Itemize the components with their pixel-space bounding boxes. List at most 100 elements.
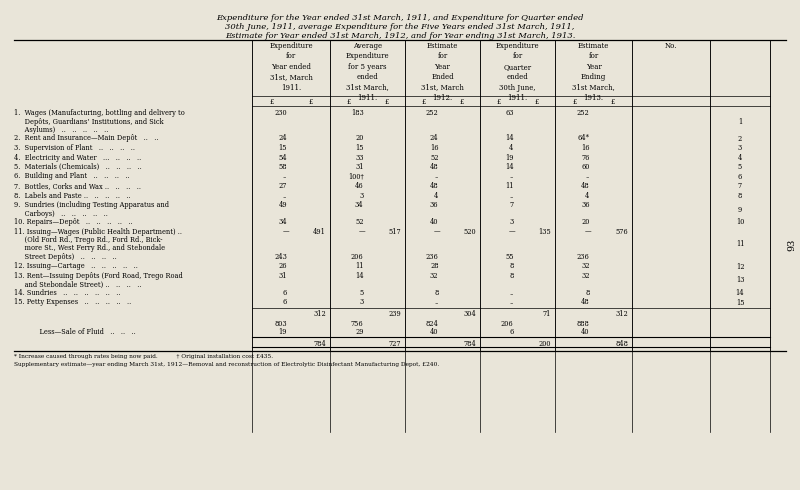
Text: 71: 71 (542, 310, 551, 318)
Text: 6: 6 (738, 173, 742, 181)
Text: Supplementary estimate—year ending March 31st, 1912—Removal and reconstruction o: Supplementary estimate—year ending March… (14, 362, 439, 367)
Text: Expenditure
for
Quarter
ended
30th June,
1911.: Expenditure for Quarter ended 30th June,… (496, 42, 539, 102)
Text: —: — (359, 227, 366, 236)
Text: ..: .. (510, 172, 514, 180)
Text: 206: 206 (501, 319, 514, 327)
Text: Asylums)   ..   ..   ..   ..   ..: Asylums) .. .. .. .. .. (14, 126, 108, 134)
Text: 6: 6 (282, 289, 287, 297)
Text: 5: 5 (359, 289, 363, 297)
Text: 312: 312 (615, 310, 628, 318)
Text: 24: 24 (278, 134, 287, 143)
Text: 48: 48 (430, 182, 438, 190)
Text: 16: 16 (430, 144, 438, 152)
Text: 10: 10 (736, 218, 744, 226)
Text: ..: .. (510, 298, 514, 307)
Text: 34: 34 (355, 201, 363, 209)
Text: 11: 11 (505, 182, 514, 190)
Text: 252: 252 (426, 109, 438, 117)
Text: 9: 9 (738, 205, 742, 214)
Text: 31: 31 (355, 163, 363, 171)
Text: Expenditure
for
Year ended
31st, March
1911.: Expenditure for Year ended 31st, March 1… (269, 42, 313, 92)
Text: 8: 8 (510, 263, 514, 270)
Text: 9.  Sundries (including Testing Apparatus and: 9. Sundries (including Testing Apparatus… (14, 201, 169, 209)
Text: 236: 236 (577, 253, 590, 261)
Text: 28: 28 (430, 263, 438, 270)
Text: 8: 8 (586, 289, 590, 297)
Text: 58: 58 (278, 163, 287, 171)
Text: £: £ (270, 98, 274, 106)
Text: 14: 14 (355, 272, 363, 280)
Text: £: £ (384, 98, 388, 106)
Text: 4: 4 (738, 154, 742, 162)
Text: 48: 48 (581, 298, 590, 307)
Text: 252: 252 (577, 109, 590, 117)
Text: Depôts, Guardians’ Institutions, and Sick: Depôts, Guardians’ Institutions, and Sic… (14, 118, 164, 125)
Text: 304: 304 (463, 310, 476, 318)
Text: £: £ (497, 98, 501, 106)
Text: 30th June, 1911, average Expenditure for the Five Years ended 31st March, 1911,: 30th June, 1911, average Expenditure for… (226, 23, 574, 31)
Text: Estimate
for
Year
Ended
31st, March
1912.: Estimate for Year Ended 31st, March 1912… (421, 42, 464, 102)
Text: 20: 20 (355, 134, 363, 143)
Text: 100†: 100† (348, 172, 363, 180)
Text: 12. Issuing—Cartage   ..   ..   ..   ..   ..: 12. Issuing—Cartage .. .. .. .. .. (14, 263, 138, 270)
Text: 784: 784 (463, 340, 476, 347)
Text: 4: 4 (434, 192, 438, 199)
Text: 206: 206 (351, 253, 363, 261)
Text: 55: 55 (505, 253, 514, 261)
Text: 14. Sundries   ..   ..   ..   ..   ..   ..: 14. Sundries .. .. .. .. .. .. (14, 289, 121, 297)
Text: 4: 4 (585, 192, 590, 199)
Text: 784: 784 (314, 340, 326, 347)
Text: 48: 48 (581, 182, 590, 190)
Text: ..: .. (510, 192, 514, 199)
Text: 4.  Electricity and Water   ...   ..   ..   ..: 4. Electricity and Water ... .. .. .. (14, 153, 142, 162)
Text: 14: 14 (505, 134, 514, 143)
Text: 1.  Wages (Manufacturing, bottling and delivery to: 1. Wages (Manufacturing, bottling and de… (14, 109, 185, 117)
Text: ..: .. (510, 289, 514, 297)
Text: 13. Rent—Issuing Depôts (Ford Road, Trego Road: 13. Rent—Issuing Depôts (Ford Road, Treg… (14, 272, 182, 280)
Text: 31: 31 (278, 272, 287, 280)
Text: 19: 19 (505, 153, 514, 162)
Text: 15: 15 (278, 144, 287, 152)
Text: 3: 3 (738, 144, 742, 152)
Text: 200: 200 (538, 340, 551, 347)
Text: 8: 8 (738, 192, 742, 200)
Text: more St., West Ferry Rd., and Stebondale: more St., West Ferry Rd., and Stebondale (14, 245, 165, 252)
Text: 230: 230 (274, 109, 287, 117)
Text: ..: .. (282, 192, 287, 199)
Text: Less—Sale of Fluid   ..   ..   ..: Less—Sale of Fluid .. .. .. (14, 328, 136, 336)
Text: —: — (509, 227, 515, 236)
Text: 3: 3 (359, 192, 363, 199)
Text: 13: 13 (736, 276, 744, 285)
Text: * Increase caused through rates being now paid.          † Original installation: * Increase caused through rates being no… (14, 354, 273, 359)
Text: £: £ (610, 98, 615, 106)
Text: 14: 14 (736, 289, 744, 297)
Text: 32: 32 (430, 272, 438, 280)
Text: —: — (585, 227, 591, 236)
Text: 54: 54 (278, 153, 287, 162)
Text: 756: 756 (351, 319, 363, 327)
Text: 12: 12 (736, 263, 744, 271)
Text: 46: 46 (355, 182, 363, 190)
Text: 52: 52 (430, 153, 438, 162)
Text: ..: .. (434, 298, 438, 307)
Text: 8.  Labels and Paste ..   ..   ..   ..   ..: 8. Labels and Paste .. .. .. .. .. (14, 192, 130, 199)
Text: 11. Issuing—Wages (Public Health Department) ..: 11. Issuing—Wages (Public Health Departm… (14, 227, 182, 236)
Text: 824: 824 (426, 319, 438, 327)
Text: 16: 16 (581, 144, 590, 152)
Text: £: £ (572, 98, 576, 106)
Text: £: £ (422, 98, 426, 106)
Text: 48: 48 (430, 163, 438, 171)
Text: 76: 76 (581, 153, 590, 162)
Text: 10. Repairs—Depôt   ..   ..   ..   ..   ..: 10. Repairs—Depôt .. .. .. .. .. (14, 218, 133, 226)
Text: 8: 8 (434, 289, 438, 297)
Text: 7: 7 (510, 201, 514, 209)
Text: 26: 26 (278, 263, 287, 270)
Text: 3: 3 (510, 218, 514, 226)
Text: 3: 3 (359, 298, 363, 307)
Text: —: — (282, 227, 289, 236)
Text: Estimate for Year ended 31st March, 1912, and for Year ending 31st March, 1913.: Estimate for Year ended 31st March, 1912… (225, 32, 575, 40)
Text: 4: 4 (509, 144, 514, 152)
Text: 2.  Rent and Insurance—Main Depôt   ..   ..: 2. Rent and Insurance—Main Depôt .. .. (14, 134, 158, 143)
Text: 243: 243 (274, 253, 287, 261)
Text: 491: 491 (313, 227, 326, 236)
